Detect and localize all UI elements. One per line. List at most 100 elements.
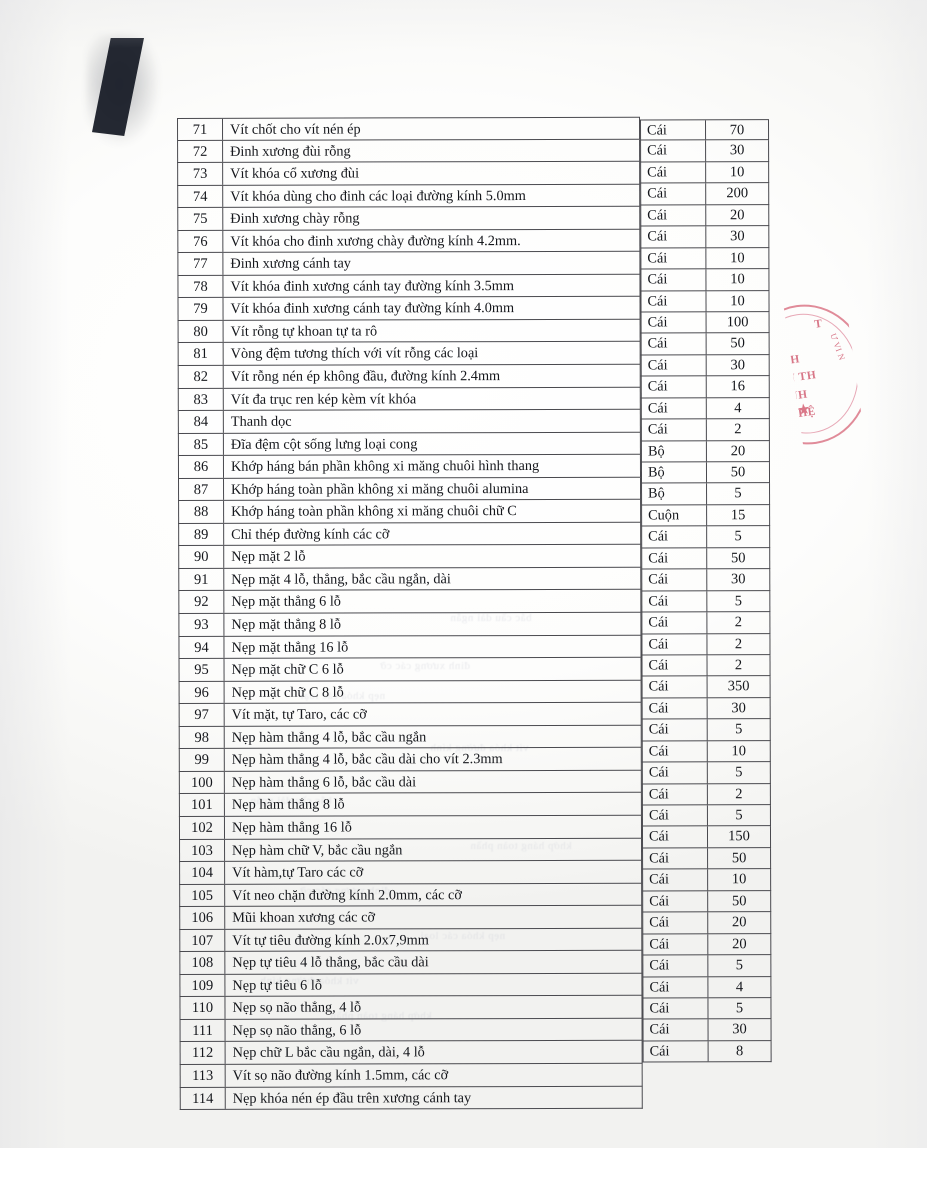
cell-unit: Cái	[643, 1019, 709, 1041]
cell-unit: Cái	[641, 183, 707, 205]
table-row-measures: Cái 20	[642, 912, 772, 935]
cell-unit: Cái	[642, 826, 709, 848]
cell-quantity: 4	[734, 399, 742, 416]
cell-description: Vòng đệm tương thích với vít rỗng các lo…	[230, 345, 479, 363]
table-row: 98 Nẹp hàm thẳng 4 lỗ, bắc cầu ngắn	[178, 725, 642, 750]
cell-unit: Bộ	[641, 462, 708, 483]
cell-unit: Cái	[641, 333, 707, 355]
cell-index: 93	[179, 613, 225, 636]
cell-index: 75	[178, 208, 224, 230]
cell-unit: Cái	[643, 869, 709, 891]
cell-index: 101	[179, 794, 225, 816]
cell-description: Vít mặt, tự Taro, các cỡ	[231, 706, 367, 724]
cell-unit: Cái	[642, 590, 708, 612]
cell-description: Đinh xương cánh tay	[230, 255, 351, 273]
table-row: 89 Chỉ thép đường kính các cỡ	[178, 522, 642, 547]
table-row-measures: Cái 10	[640, 290, 770, 313]
table-row: 73 Vít khóa cổ xương đùi	[177, 161, 641, 186]
cell-index: 86	[178, 456, 225, 478]
cell-description: Nẹp chữ L bắc cầu ngắn, dài, 4 lỗ	[232, 1044, 425, 1062]
cell-description: Vít rỗng nén ép không đầu, đường kính 2.…	[230, 368, 501, 385]
table-row: 84 Thanh dọc	[177, 409, 641, 434]
cell-index: 102	[179, 816, 226, 839]
cell-quantity: 5	[735, 1000, 744, 1017]
cell-quantity: 20	[731, 914, 747, 931]
cell-index: 108	[180, 952, 226, 974]
table-row-measures: Cái 50	[642, 848, 772, 870]
cell-unit: Cái	[641, 226, 707, 248]
table-row: 106 Mũi khoan xương các cỡ	[179, 905, 643, 930]
cell-index: 94	[179, 636, 225, 659]
cell-description: Khớp háng toàn phần không xi măng chuôi …	[231, 480, 529, 498]
cell-index: 100	[179, 771, 225, 794]
table-row: 72 Đinh xương đùi rỗng	[177, 139, 641, 164]
table-row-measures: Cái 2	[641, 783, 771, 806]
table-row: 95 Nẹp mặt chữ C 6 lỗ	[178, 657, 642, 682]
cell-index: 85	[178, 433, 224, 456]
cell-quantity: 2	[734, 657, 743, 674]
cell-description: Vít đa trục ren kép kèm vít khóa	[230, 390, 417, 408]
table-row-measures: Cái 30	[640, 140, 770, 163]
cell-unit: Cái	[642, 719, 708, 741]
cell-index: 104	[180, 861, 226, 884]
table-row: 76 Vít khóa cho đinh xương chày đường kín…	[177, 229, 641, 254]
cell-description: Nẹp sọ não thẳng, 6 lỗ	[232, 1022, 362, 1039]
cell-description: Khớp háng bán phần không xi măng chuôi h…	[230, 458, 540, 476]
table-row-measures: Cái 10	[640, 269, 770, 291]
table-row-measures: Cái 5	[641, 805, 771, 827]
table-row: 71 Vít chốt cho vít nén ép	[177, 116, 641, 141]
cell-description: Nẹp tự tiêu 6 lỗ	[232, 977, 322, 994]
table-row: 114 Nẹp khóa nén ép đầu trên xương cánh t…	[179, 1086, 643, 1111]
cell-unit: Cái	[643, 998, 709, 1019]
table-row: 90 Nẹp mặt 2 lỗ	[178, 545, 642, 569]
cell-index: 88	[179, 501, 225, 523]
cell-index: 92	[179, 591, 225, 614]
cell-description: Nẹp mặt 4 lỗ, thẳng, bắc cầu ngắn, dài	[231, 571, 451, 588]
cell-quantity: 8	[735, 1043, 744, 1060]
cell-quantity: 50	[730, 549, 746, 566]
cell-quantity: 10	[730, 271, 745, 288]
cell-description: Nẹp mặt thẳng 8 lỗ	[231, 616, 342, 633]
table-row-measures: Cái 350	[641, 676, 771, 699]
cell-description: Nẹp hàm thẳng 4 lỗ, bắc cầu ngắn	[231, 729, 427, 746]
table-row-measures: Cái 2	[641, 633, 771, 656]
cell-description: Nẹp mặt chữ C 6 lỗ	[231, 661, 344, 678]
cell-description: Đĩa đệm cột sống lưng loại cong	[230, 435, 418, 453]
table-row-measures: Cái 20	[642, 933, 772, 956]
cell-index: 71	[178, 118, 224, 140]
cell-unit: Cái	[641, 290, 707, 312]
table-row-measures: Cái 100	[640, 312, 770, 334]
cell-description: Nẹp hàm chữ V, bắc cầu ngắn	[232, 841, 403, 859]
table-row-measures: Cái 30	[642, 1019, 772, 1042]
cell-description: Thanh dọc	[230, 413, 292, 430]
cell-unit: Cái	[642, 612, 708, 633]
cell-quantity: 30	[729, 142, 745, 159]
table-row: 86 Khớp háng bán phần không xi măng chuôi…	[177, 454, 642, 479]
table-row-measures: Cái 30	[640, 226, 770, 249]
cell-unit: Cái	[643, 848, 709, 869]
cell-unit: Cái	[642, 698, 708, 719]
cell-unit: Cái	[643, 912, 709, 934]
cell-index: 96	[179, 681, 225, 704]
cell-unit: Cái	[641, 269, 707, 290]
cell-quantity: 10	[730, 249, 745, 266]
cell-description: Vít khóa đinh xương cánh tay đường kính …	[230, 277, 515, 295]
cell-description: Vít rỗng tự khoan tự ta rô	[230, 323, 378, 340]
cell-unit: Cái	[643, 933, 709, 955]
table-row: 97 Vít mặt, tự Taro, các cỡ	[178, 702, 642, 727]
cell-index: 105	[180, 884, 226, 907]
cell-index: 82	[178, 365, 224, 388]
cell-description: Khớp háng toàn phần không xi măng chuôi …	[231, 503, 517, 521]
table-row: 77 Đinh xương cánh tay	[177, 251, 641, 276]
table-row-measures: Cái 5	[641, 719, 771, 742]
table-row: 101 Nẹp hàm thẳng 8 lỗ	[178, 793, 642, 817]
table-row-measures: Cái 5	[641, 762, 771, 785]
table-row-measures: Cái 2	[640, 419, 770, 442]
cell-description: Nẹp mặt 2 lỗ	[231, 549, 306, 566]
cell-quantity: 150	[728, 828, 750, 845]
table-row: 75 Đinh xương chày rỗng	[177, 206, 641, 231]
table-row-measures: Cái 70	[640, 119, 770, 141]
table-row: 83 Vít đa trục ren kép kèm vít khóa	[177, 387, 641, 412]
cell-unit: Cái	[643, 955, 709, 976]
table-row-measures: Cái 30	[641, 569, 771, 592]
